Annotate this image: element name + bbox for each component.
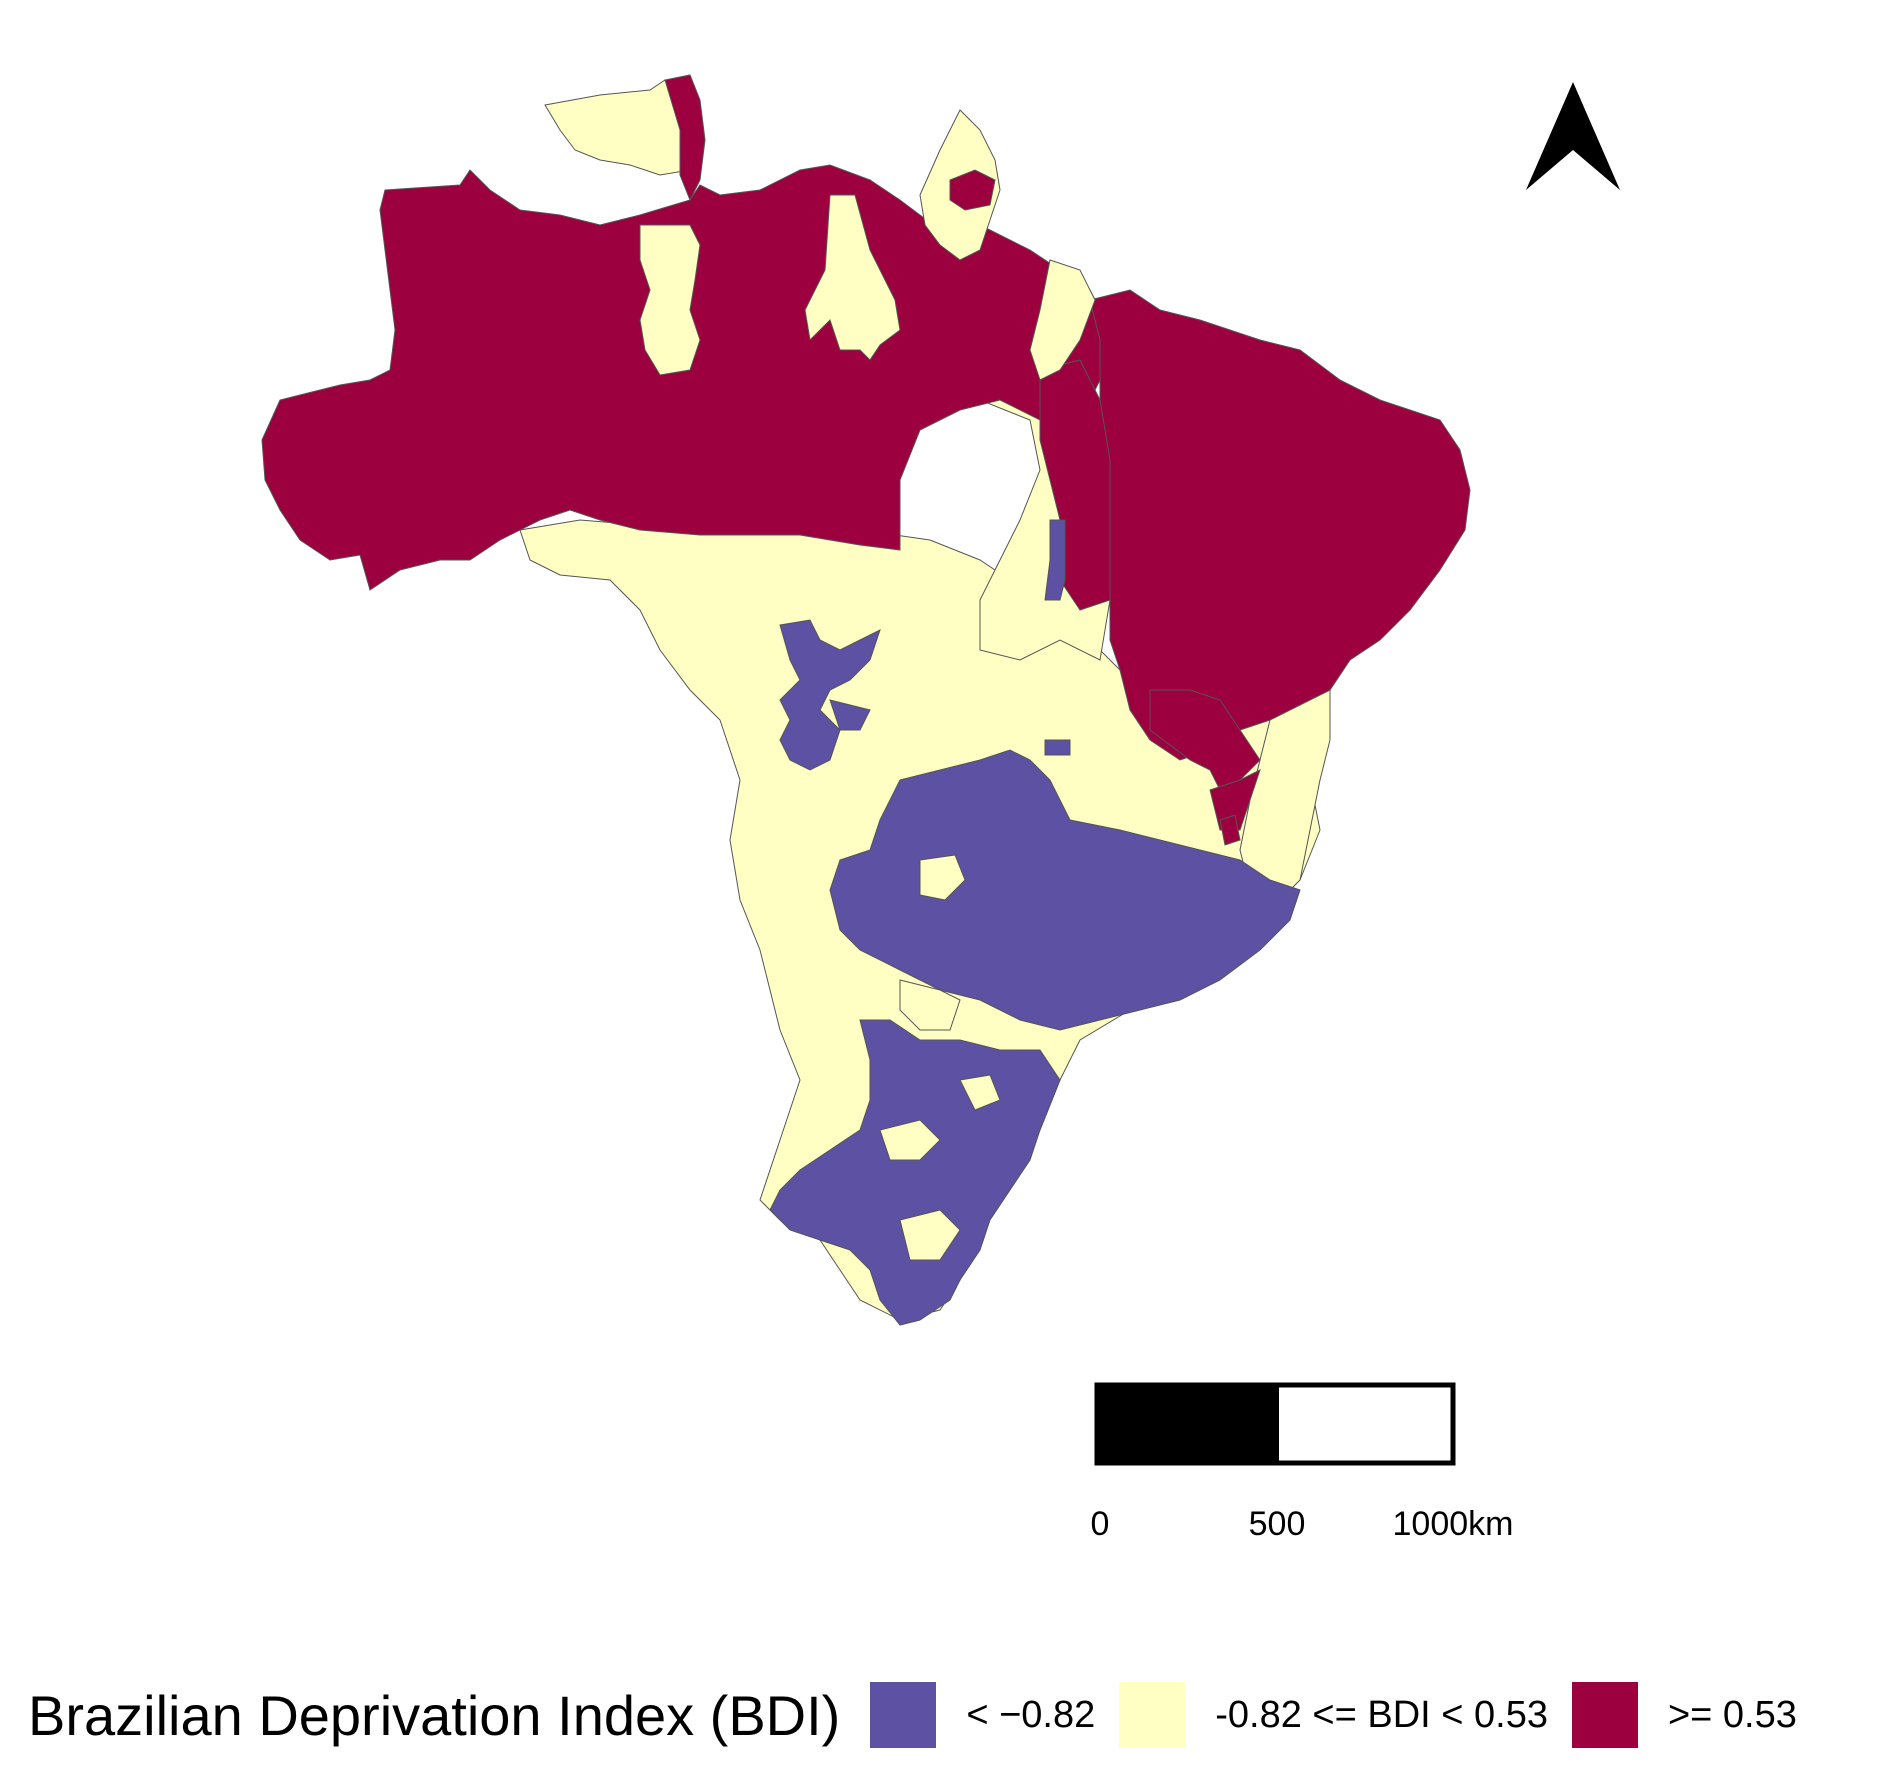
north-arrow-icon bbox=[1526, 82, 1620, 190]
legend-label-high: >= 0.53 bbox=[1667, 1693, 1797, 1736]
legend-label-mid: -0.82 <= BDI < 0.53 bbox=[1215, 1693, 1548, 1736]
region-goias-purple-small bbox=[1044, 739, 1071, 756]
legend-item-high: >= 0.53 bbox=[1571, 1682, 1797, 1748]
region-southeast-purple bbox=[829, 749, 1301, 1031]
legend-swatch-mid bbox=[1119, 1682, 1186, 1748]
region-northeast bbox=[1089, 289, 1471, 761]
region-southeast-yellow-2 bbox=[899, 979, 961, 1031]
region-south-yellow-3 bbox=[959, 1074, 1001, 1111]
scale-label-500: 500 bbox=[1248, 1505, 1306, 1543]
region-mato-grosso-purple bbox=[779, 619, 881, 771]
legend-swatch-low bbox=[870, 1682, 937, 1748]
scale-bar bbox=[1094, 1382, 1456, 1466]
region-south-yellow-1 bbox=[879, 1119, 941, 1161]
region-amapa-red bbox=[949, 169, 996, 211]
legend-swatch-high bbox=[1571, 1682, 1638, 1748]
region-roraima bbox=[544, 79, 691, 176]
region-south-yellow-2 bbox=[899, 1209, 961, 1261]
region-roraima-red bbox=[664, 74, 706, 202]
region-minas-red-2 bbox=[1219, 814, 1241, 846]
legend-item-mid: -0.82 <= BDI < 0.53 bbox=[1119, 1682, 1548, 1748]
map-regions bbox=[261, 74, 1471, 1326]
legend: Brazilian Deprivation Index (BDI) < −0.8… bbox=[28, 1675, 1821, 1755]
legend-item-low: < −0.82 bbox=[870, 1682, 1095, 1748]
region-minas-red bbox=[1209, 769, 1261, 831]
region-amazon bbox=[261, 164, 1111, 591]
legend-title: Brazilian Deprivation Index (BDI) bbox=[28, 1683, 841, 1747]
scale-label-0: 0 bbox=[1090, 1505, 1110, 1543]
region-southeast-yellow-1 bbox=[919, 854, 966, 901]
region-tocantins-purple bbox=[1044, 519, 1066, 601]
scale-bar-black-segment bbox=[1097, 1385, 1279, 1463]
region-mato-grosso-purple-2 bbox=[829, 699, 871, 731]
region-amazon-yellow-1 bbox=[639, 224, 701, 376]
region-amazon-yellow-2 bbox=[804, 194, 901, 361]
region-para-north bbox=[1039, 359, 1111, 611]
scale-label-1000km: 1000km bbox=[1392, 1505, 1514, 1543]
legend-label-low: < −0.82 bbox=[966, 1693, 1096, 1736]
region-maranhao-yellow bbox=[1029, 259, 1096, 381]
